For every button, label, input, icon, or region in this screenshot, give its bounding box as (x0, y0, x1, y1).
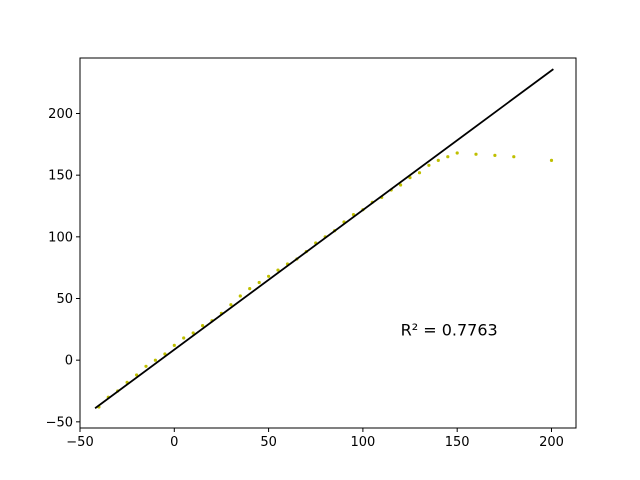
scatter-point (493, 153, 497, 157)
x-tick-label: 200 (539, 435, 564, 450)
y-tick-label: −50 (46, 415, 73, 430)
y-tick-label: 0 (65, 354, 73, 369)
scatter-point (436, 158, 440, 162)
x-tick-label: −50 (66, 435, 93, 450)
scatter-point (182, 336, 186, 340)
scatter-point (446, 155, 450, 159)
x-tick-label: 0 (170, 435, 178, 450)
x-tick-label: 50 (260, 435, 277, 450)
y-tick-label: 200 (48, 107, 73, 122)
scatter-point (427, 163, 431, 167)
scatter-point (512, 155, 516, 159)
y-tick-label: 100 (48, 230, 73, 245)
scatter-points (97, 151, 554, 409)
y-axis: −50 0 50 100 150 200 (46, 107, 80, 430)
y-tick-label: 150 (48, 169, 73, 184)
plot-area-frame (79, 57, 577, 429)
scatter-point (257, 280, 261, 285)
scatter-point (549, 158, 554, 162)
scatter-point (153, 358, 157, 362)
scatter-point (276, 268, 280, 272)
scatter-point (399, 183, 403, 187)
scatter-point (201, 324, 205, 328)
scatter-point (248, 287, 252, 291)
scatter-point (455, 151, 459, 155)
scatter-point (474, 152, 478, 156)
x-axis: −50 0 50 100 150 200 (66, 428, 564, 450)
scatter-point (172, 343, 176, 347)
scatter-point (417, 171, 422, 175)
regression-line (94, 68, 554, 409)
scatter-point (163, 352, 167, 356)
scatter-point (135, 373, 139, 377)
y-tick-label: 50 (56, 292, 73, 307)
scatter-point (238, 294, 242, 298)
scatter-point (229, 303, 233, 307)
scatter-point (144, 364, 148, 368)
x-tick-label: 150 (445, 435, 470, 450)
regression-line-group (94, 68, 554, 409)
r-squared-annotation: R² = 0.7763 (401, 321, 498, 340)
x-tick-label: 100 (350, 435, 375, 450)
scatter-point (191, 331, 195, 335)
scatter-point (267, 274, 271, 278)
